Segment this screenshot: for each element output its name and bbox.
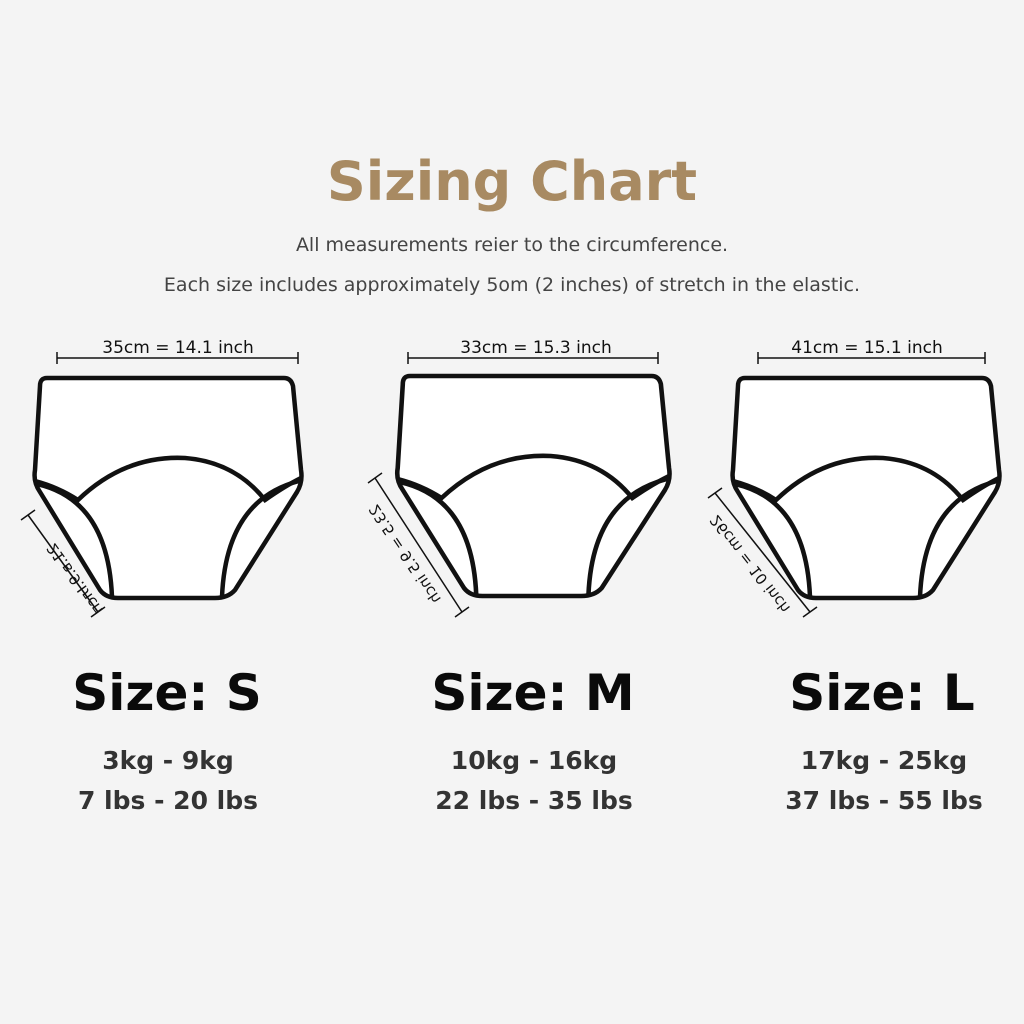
size-label-m: Size: M	[431, 664, 635, 722]
size-label-l: Size: L	[789, 664, 975, 722]
weight-kg-l: 17kg - 25kg	[800, 746, 968, 775]
size-label-s: Size: S	[72, 664, 262, 722]
waist-measurement-l: 41cm = 15.1 inch	[791, 338, 943, 358]
brief-outline-m	[397, 376, 669, 596]
page-title: Sizing Chart	[326, 150, 698, 213]
waist-dimension-lines	[56, 352, 986, 364]
weight-kg-s: 3kg - 9kg	[102, 746, 234, 775]
weight-lbs-s: 7 lbs - 20 lbs	[77, 786, 259, 815]
weight-lbs-m: 22 lbs - 35 lbs	[435, 786, 633, 815]
subtitle-line-2: Each size includes approximately 5om (2 …	[163, 274, 861, 296]
weight-lbs-l: 37 lbs - 55 lbs	[785, 786, 983, 815]
waist-measurement-s: 35cm = 14.1 inch	[102, 338, 254, 358]
weight-kg-m: 10kg - 16kg	[450, 746, 618, 775]
subtitle-line-1: All measurements reier to the circumfere…	[295, 234, 729, 256]
waist-measurement-m: 33cm = 15.3 inch	[460, 338, 612, 358]
leg-dimension-lines	[20, 472, 818, 618]
